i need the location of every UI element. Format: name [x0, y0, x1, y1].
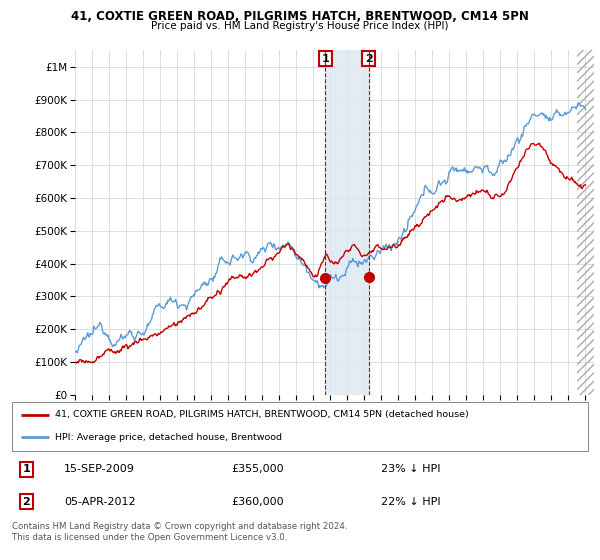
- Text: £360,000: £360,000: [231, 497, 284, 507]
- Text: 1: 1: [23, 464, 30, 474]
- Text: 41, COXTIE GREEN ROAD, PILGRIMS HATCH, BRENTWOOD, CM14 5PN: 41, COXTIE GREEN ROAD, PILGRIMS HATCH, B…: [71, 10, 529, 22]
- Text: 05-APR-2012: 05-APR-2012: [64, 497, 136, 507]
- Text: Price paid vs. HM Land Registry's House Price Index (HPI): Price paid vs. HM Land Registry's House …: [151, 21, 449, 31]
- Text: 22% ↓ HPI: 22% ↓ HPI: [380, 497, 440, 507]
- Bar: [325, 50, 369, 395]
- Text: Contains HM Land Registry data © Crown copyright and database right 2024.: Contains HM Land Registry data © Crown c…: [12, 522, 347, 531]
- Text: 41, COXTIE GREEN ROAD, PILGRIMS HATCH, BRENTWOOD, CM14 5PN (detached house): 41, COXTIE GREEN ROAD, PILGRIMS HATCH, B…: [55, 410, 469, 419]
- Text: HPI: Average price, detached house, Brentwood: HPI: Average price, detached house, Bren…: [55, 433, 282, 442]
- Bar: [577, 50, 594, 395]
- Text: This data is licensed under the Open Government Licence v3.0.: This data is licensed under the Open Gov…: [12, 533, 287, 542]
- Text: 1: 1: [322, 54, 329, 63]
- Text: 15-SEP-2009: 15-SEP-2009: [64, 464, 135, 474]
- Text: £355,000: £355,000: [231, 464, 284, 474]
- Text: 23% ↓ HPI: 23% ↓ HPI: [380, 464, 440, 474]
- Text: 2: 2: [23, 497, 30, 507]
- Text: 2: 2: [365, 54, 373, 63]
